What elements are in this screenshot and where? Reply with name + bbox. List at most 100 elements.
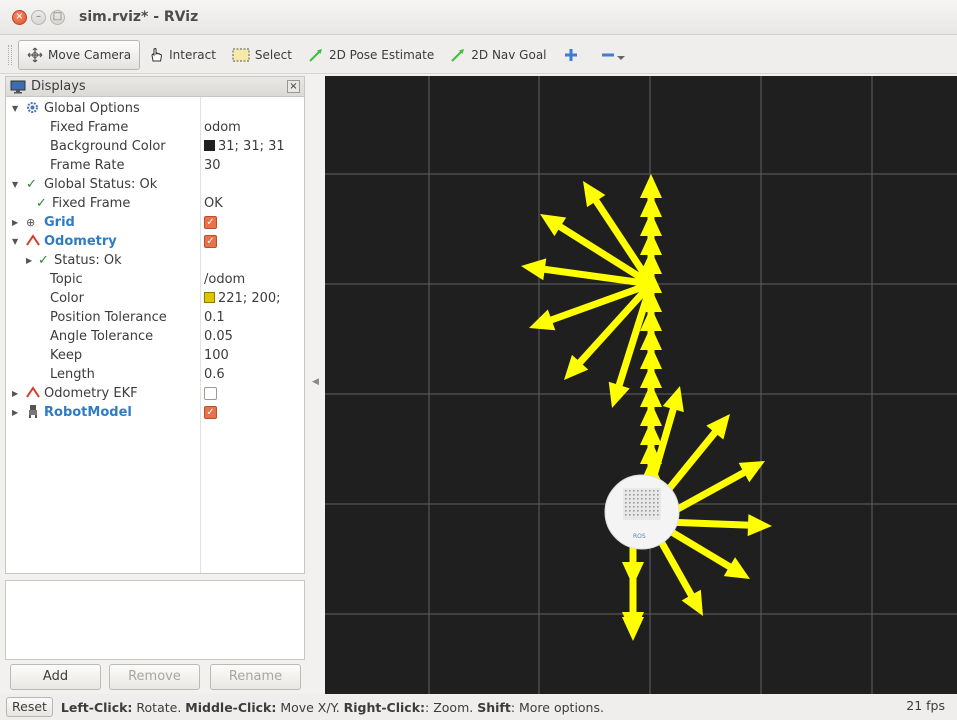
robot-sensor-dot — [629, 510, 631, 512]
property-value[interactable]: 100 — [204, 348, 229, 363]
tree-row-frame-rate[interactable]: Frame Rate 30 — [6, 156, 304, 175]
odometry-arrow — [654, 534, 703, 616]
robot-sensor-dot — [649, 490, 651, 492]
odometry-ekf-enable-checkbox[interactable] — [204, 384, 217, 403]
robot-sensor-dot — [649, 514, 651, 516]
tree-row-odometry-status[interactable]: ▶ ✓ Status: Ok — [6, 251, 304, 270]
nav-goal-tool[interactable]: 2D Nav Goal — [442, 40, 554, 70]
property-value[interactable]: 30 — [204, 158, 221, 173]
3d-viewport[interactable]: ROS — [325, 76, 957, 694]
hint-left-click: Left-Click: — [60, 699, 133, 715]
mouse-hint: Left-Click: Rotate. Middle-Click: Move X… — [61, 700, 604, 715]
maximize-window-button[interactable]: □ — [50, 9, 65, 25]
tree-row-global-options[interactable]: ▼ Global Options — [6, 99, 304, 118]
robot-sensor-dot — [641, 490, 643, 492]
robot-sensor-dot — [653, 510, 655, 512]
odometry-arrow — [640, 231, 662, 261]
rename-display-button[interactable]: Rename — [210, 664, 301, 690]
robot-sensor-dot — [641, 498, 643, 500]
select-tool[interactable]: Select — [224, 40, 300, 70]
close-window-button[interactable]: × — [12, 9, 27, 25]
pose-estimate-label: 2D Pose Estimate — [328, 47, 435, 62]
odometry-enable-checkbox[interactable]: ✓ — [204, 232, 217, 251]
property-label: Angle Tolerance — [50, 329, 154, 344]
robot-sensor-dot — [637, 498, 639, 500]
toolbar-grip[interactable] — [8, 44, 12, 65]
check-icon: ✓ — [36, 196, 47, 211]
check-icon: ✓ — [26, 177, 37, 192]
robot-sensor-dot — [629, 498, 631, 500]
odometry-arrow — [640, 326, 662, 356]
column-divider[interactable] — [200, 97, 201, 573]
tree-row-position-tolerance[interactable]: Position Tolerance 0.1 — [6, 308, 304, 327]
add-tool-button[interactable] — [555, 40, 592, 70]
robot-sensor-dot — [629, 490, 631, 492]
expand-right-icon[interactable]: ▶ — [12, 218, 19, 227]
tree-row-color[interactable]: Color 221; 200; — [6, 289, 304, 308]
odometry-arrow — [583, 181, 654, 286]
property-value[interactable]: /odom — [204, 272, 246, 287]
odometry-arrow — [640, 421, 662, 451]
odometry-arrow — [644, 386, 684, 497]
robot-sensor-dot — [637, 490, 639, 492]
tree-row-robot-model[interactable]: ▶ RobotModel ✓ — [6, 403, 304, 422]
toolbar: Move Camera Interact Select 2D Pose Esti… — [0, 36, 957, 74]
nav-goal-label: 2D Nav Goal — [471, 47, 547, 62]
property-label: Keep — [50, 348, 83, 363]
robot-sensor-dot — [645, 506, 647, 508]
tree-row-topic[interactable]: Topic /odom — [6, 270, 304, 289]
tree-row-odometry-ekf[interactable]: ▶ Odometry EKF — [6, 384, 304, 403]
tree-row-background-color[interactable]: Background Color 31; 31; 31 — [6, 137, 304, 156]
expand-down-icon[interactable]: ▼ — [12, 237, 19, 246]
title-bar: × – □ sim.rviz* - RViz — [0, 0, 957, 35]
tree-row-odometry[interactable]: ▼ Odometry ✓ — [6, 232, 304, 251]
robot-sensor-dot — [633, 498, 635, 500]
robot-sensor-dot — [633, 510, 635, 512]
tree-row-global-status[interactable]: ▼ ✓ Global Status: Ok — [6, 175, 304, 194]
remove-tool-button[interactable] — [592, 40, 639, 70]
tree-row-fixed-frame[interactable]: Fixed Frame odom — [6, 118, 304, 137]
robot-sensor-dot — [637, 506, 639, 508]
robot-sensor-dot — [633, 506, 635, 508]
tree-row-grid[interactable]: ▶ ⊕ Grid ✓ — [6, 213, 304, 232]
move-camera-tool[interactable]: Move Camera — [18, 39, 141, 70]
expand-right-icon[interactable]: ▶ — [12, 389, 19, 398]
property-value[interactable]: odom — [204, 120, 241, 135]
odometry-arrow — [521, 258, 652, 288]
property-value[interactable]: 0.1 — [204, 310, 225, 325]
robot-sensor-dot — [625, 506, 627, 508]
reset-button[interactable]: Reset — [6, 697, 53, 717]
expand-right-icon[interactable]: ▶ — [26, 256, 33, 265]
robot-model-enable-checkbox[interactable]: ✓ — [204, 403, 217, 422]
displays-header: Displays × — [6, 77, 304, 97]
property-label: Frame Rate — [50, 158, 125, 173]
grid-enable-checkbox[interactable]: ✓ — [204, 213, 217, 232]
property-value[interactable]: 31; 31; 31 — [204, 137, 285, 156]
odometry-arrow — [564, 281, 654, 380]
property-value[interactable]: 221; 200; — [204, 289, 281, 308]
collapse-panel-handle[interactable]: ◀ — [312, 377, 319, 387]
robot-sensor-dot — [645, 490, 647, 492]
robot-sensor-dot — [657, 502, 659, 504]
robot-sensor-dot — [641, 502, 643, 504]
remove-display-button[interactable]: Remove — [109, 664, 200, 690]
pose-estimate-tool[interactable]: 2D Pose Estimate — [300, 40, 442, 70]
interact-tool[interactable]: Interact — [140, 40, 224, 70]
property-value[interactable]: 0.6 — [204, 367, 225, 382]
property-label: Topic — [50, 272, 83, 287]
expand-down-icon[interactable]: ▼ — [12, 180, 19, 189]
close-panel-button[interactable]: × — [287, 80, 300, 93]
add-display-button[interactable]: Add — [10, 664, 101, 690]
tree-row-status-fixed-frame[interactable]: ✓ Fixed Frame OK — [6, 194, 304, 213]
tree-row-length[interactable]: Length 0.6 — [6, 365, 304, 384]
minimize-window-button[interactable]: – — [31, 9, 46, 25]
tree-row-keep[interactable]: Keep 100 — [6, 346, 304, 365]
robot-sensor-dot — [625, 514, 627, 516]
expand-down-icon[interactable]: ▼ — [12, 104, 19, 113]
tree-row-angle-tolerance[interactable]: Angle Tolerance 0.05 — [6, 327, 304, 346]
property-value[interactable]: 0.05 — [204, 329, 233, 344]
checkbox-checked: ✓ — [204, 216, 217, 229]
expand-right-icon[interactable]: ▶ — [12, 408, 19, 417]
render-view: ROS — [325, 76, 957, 694]
robot-sensor-dot — [637, 494, 639, 496]
